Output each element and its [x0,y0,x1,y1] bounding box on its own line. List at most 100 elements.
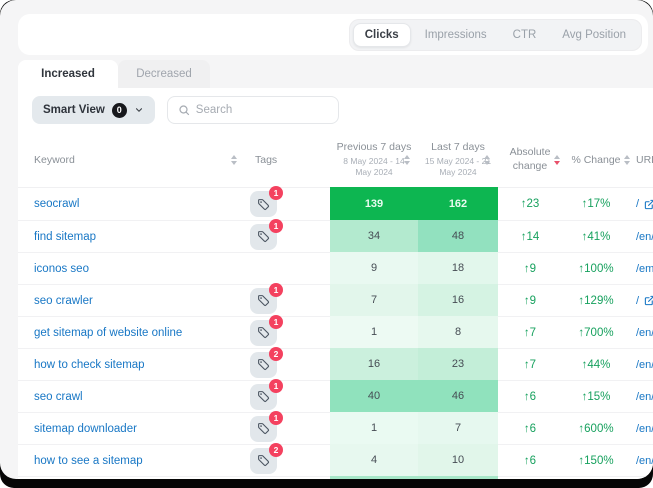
url-link[interactable]: / [630,188,653,220]
last-clicks-cell: 46 [418,380,498,412]
tag-count-badge: 2 [269,346,283,361]
absolute-change-value: ↑6 [523,454,537,467]
url-link[interactable]: /en/ [630,221,653,252]
tag-button[interactable]: 2 [250,442,283,474]
prev-clicks-cell: 9 [330,252,418,284]
metric-tab-ctr[interactable]: CTR [501,23,549,47]
keyword-cell: how to check sitemap [18,349,245,380]
tags-cell: 2 [245,346,330,380]
keyword-link[interactable]: how to check sitemap [34,358,145,371]
tag-count-badge: 1 [269,410,283,425]
direction-tabs: Increased Decreased [18,60,210,88]
search-box [166,96,339,124]
sort-icon-absolute-change[interactable] [554,154,560,165]
tags-cell: 1 [245,186,330,220]
header-keyword-label: Keyword [34,153,75,166]
tag-button[interactable]: 1 [250,282,283,314]
last-clicks-cell: 162 [418,187,498,220]
absolute-change-value: ↑7 [523,358,537,371]
keyword-link[interactable]: sitemap downloader [34,422,137,435]
url-link[interactable]: /en/ [630,413,653,444]
tab-decreased[interactable]: Decreased [118,60,210,88]
table-row: iconos seo 9 18 ↑9 ↑100% /em [18,252,653,284]
tab-increased[interactable]: Increased [18,60,118,88]
keyword-link[interactable]: how to see a sitemap [34,454,143,467]
absolute-change-value: ↑9 [523,294,537,307]
table-card: Smart View 0 Keyword Tags Pre [18,88,653,479]
sort-icon-previous[interactable] [404,154,410,165]
tag-button[interactable]: 1 [250,218,283,250]
keyword-cell: seocrawl [18,188,245,220]
percent-change-value: ↑41% [581,230,611,243]
prev-clicks-cell: 7 [330,284,418,316]
metric-tab-impressions[interactable]: Impressions [413,23,499,47]
prev-clicks-cell: 139 [330,187,418,220]
tag-count-badge: 1 [269,314,283,329]
tag-button[interactable]: 1 [250,378,283,410]
header-previous-7-days[interactable]: Previous 7 days 8 May 2024 - 14 May 2024 [330,132,418,187]
url-text: /em [636,262,653,275]
tag-button[interactable]: 2 [250,346,283,378]
absolute-change-value: ↑6 [523,390,537,403]
header-absolute-change[interactable]: Absolute change [498,132,562,187]
tags-cell [245,253,330,284]
header-percent-change[interactable]: % Change [562,132,630,187]
keyword-cell: get sitemap of website online [18,317,245,348]
url-link[interactable]: /en/ [630,317,653,348]
tag-icon [258,295,269,306]
sort-icon-percent-change[interactable] [624,154,630,165]
absolute-change-value: ↑6 [523,422,537,435]
table-row: sitemap downloader 1 1 7 ↑6 ↑600% /en/ [18,410,653,444]
header-previous-range: 8 May 2024 - 14 May 2024 [343,156,405,177]
url-text: /en/ [636,230,653,243]
keyword-link[interactable]: seocrawl [34,198,80,210]
header-tags-label: Tags [255,153,278,166]
tag-button[interactable]: 1 [250,410,283,442]
keyword-cell: seo crawler [18,285,245,316]
tag-count-badge: 2 [269,442,283,457]
metric-switcher: Clicks Impressions CTR Avg Position [348,18,642,51]
tag-button[interactable]: 1 [250,314,283,346]
smart-view-dropdown[interactable]: Smart View 0 [32,96,155,124]
sort-icon-last[interactable] [484,154,490,165]
url-link[interactable]: /en/ [630,381,653,412]
keyword-link[interactable]: seo crawler [34,294,93,307]
header-last-7-days[interactable]: Last 7 days 15 May 2024 - 21 May 2024 [418,132,498,187]
keyword-cell: how to see a sitemap [18,445,245,476]
table-body: seocrawl 1 139 162 ↑23 ↑17% / find sitem… [18,186,653,479]
url-text: /en/ [636,454,653,467]
prev-clicks-cell: 4 [330,444,418,476]
keyword-link[interactable]: iconos seo [34,262,89,275]
last-clicks-cell: 8 [418,316,498,348]
tag-button[interactable]: 1 [250,186,283,217]
url-link[interactable]: /em [630,253,653,284]
header-last-title: Last 7 days [431,141,485,154]
chevron-down-icon [135,108,142,112]
sort-icon-keyword[interactable] [231,154,237,165]
keyword-link[interactable]: seo crawl [34,390,83,403]
metric-tab-avg-position[interactable]: Avg Position [550,23,638,47]
percent-change-value: ↑129% [578,294,614,307]
header-url: URL [630,132,653,187]
tag-icon [258,231,269,242]
header-keyword[interactable]: Keyword [18,132,245,187]
tags-cell: 1 [245,378,330,412]
top-toolbar: Clicks Impressions CTR Avg Position [18,14,648,55]
url-text: /en/ [636,358,653,371]
url-link[interactable]: /en/ [630,445,653,476]
tag-count-badge: 1 [269,186,283,200]
tag-icon [258,455,269,466]
keyword-link[interactable]: find sitemap [34,230,97,243]
table-row: seocrawl 1 139 162 ↑23 ↑17% / [18,186,653,220]
keyword-link[interactable]: get sitemap of website online [34,326,183,339]
keyword-cell: sitemap downloader [18,413,245,444]
keyword-cell: seo crawl [18,381,245,412]
url-link[interactable]: / [630,285,653,316]
search-input[interactable] [195,104,328,116]
metric-tab-clicks[interactable]: Clicks [352,22,411,47]
absolute-change-value: ↑23 [520,198,540,210]
table-row: how to check sitemap 2 16 23 ↑7 ↑44% /en… [18,346,653,380]
url-link[interactable]: /en/ [630,349,653,380]
tag-icon [258,327,269,338]
external-link-icon [644,199,653,209]
